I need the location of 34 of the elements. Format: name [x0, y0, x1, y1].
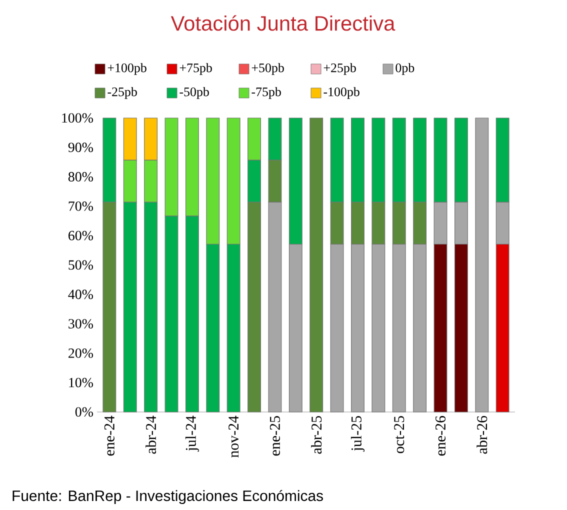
- x-tick-label: oct-25: [394, 416, 404, 454]
- y-tick-label: 70%: [68, 201, 93, 211]
- x-tick-label: jul-24: [185, 416, 199, 452]
- chart-title: Votación Junta Directiva: [170, 15, 396, 31]
- legend-label: +25pb: [324, 63, 356, 75]
- y-tick-label: 90%: [68, 142, 93, 152]
- legend-label: +100pb: [108, 63, 146, 75]
- legend-label: -75pb: [252, 87, 281, 99]
- y-tick-label: 60%: [68, 230, 93, 240]
- y-tick-label: 20%: [68, 348, 93, 358]
- legend-label: 0pb: [396, 63, 414, 75]
- x-tick-label: nov-24: [228, 416, 239, 458]
- y-tick-label: 80%: [68, 172, 93, 182]
- x-tick-label: jul-25: [350, 416, 365, 452]
- x-tick-label: ene-24: [104, 416, 114, 456]
- legend-label: +75pb: [180, 63, 212, 75]
- x-tick-label: abr-24: [146, 416, 156, 454]
- y-tick-label: 100%: [62, 113, 93, 123]
- x-tick-label: abr-25: [311, 416, 322, 454]
- legend-label: -100pb: [324, 87, 360, 99]
- bar: [475, 118, 489, 412]
- y-tick-label: 40%: [68, 290, 93, 300]
- legend-label: -50pb: [180, 87, 209, 99]
- y-tick-label: 10%: [69, 378, 93, 388]
- bar: [310, 118, 324, 412]
- legend-label: -25pb: [108, 87, 137, 99]
- legend-label: +50pb: [252, 63, 284, 75]
- x-tick-label: ene-26: [435, 416, 446, 456]
- x-tick-label: ene-25: [270, 416, 280, 456]
- source-note: Fuente: BanRep - Investigaciones Económicas: [12, 490, 323, 504]
- y-tick-label: 0%: [75, 407, 93, 417]
- y-tick-label: 30%: [68, 319, 93, 329]
- y-tick-label: 50%: [68, 260, 93, 270]
- x-tick-label: abr-26: [476, 416, 488, 454]
